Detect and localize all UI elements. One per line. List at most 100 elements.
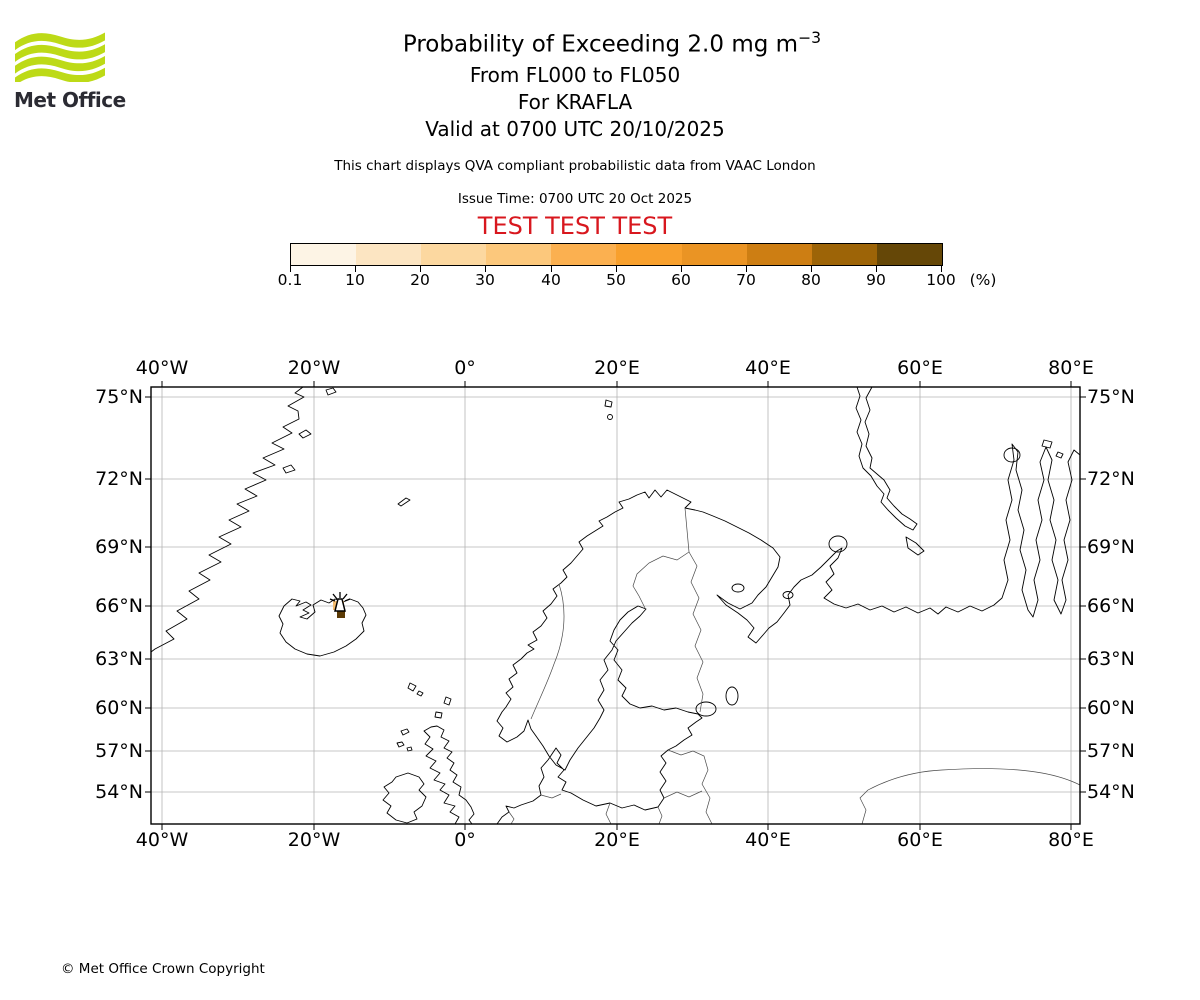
lon-tick-label-bottom: 20°W	[287, 829, 341, 851]
ash-probability-patch-high	[337, 610, 345, 618]
lon-tick-label-bottom: 20°E	[594, 829, 640, 851]
coast-jan-mayen	[397, 497, 411, 507]
test-banner: TEST TEST TEST	[477, 212, 673, 240]
colorbar-segment	[291, 244, 357, 265]
colorbar-segment	[486, 244, 552, 265]
colorbar-tick	[485, 266, 486, 272]
colorbar-tick-label: 60	[671, 271, 691, 289]
colorbar-tick	[941, 266, 942, 272]
lat-tick-label-left: 54°N	[95, 781, 143, 803]
lat-tick-label-left: 60°N	[95, 697, 143, 719]
coast-vaygach	[905, 536, 925, 556]
colorbar-tick-label: 40	[541, 271, 561, 289]
issue-time: Issue Time: 0700 UTC 20 Oct 2025	[457, 191, 693, 207]
coast-ireland	[382, 772, 427, 824]
colorbar-segment	[616, 244, 682, 265]
colorbar-tick-label: 50	[606, 271, 626, 289]
copyright-notice: © Met Office Crown Copyright	[61, 961, 265, 977]
lon-tick-label-top: 20°E	[594, 357, 640, 379]
coast-arctic-islands	[604, 399, 1064, 459]
lat-tick-label-right: 60°N	[1087, 697, 1135, 719]
coast-iceland	[278, 598, 367, 657]
colorbar-tick	[746, 266, 747, 272]
colorbar-tick	[876, 266, 877, 272]
colorbar-tick	[681, 266, 682, 272]
lat-tick-label-right: 75°N	[1087, 386, 1135, 408]
probability-colorbar	[290, 243, 943, 266]
subtitle-flight-levels: From FL000 to FL050	[469, 63, 681, 87]
lon-tick-label-top: 80°E	[1048, 357, 1094, 379]
volcano-cone	[334, 598, 346, 612]
colorbar-tick	[551, 266, 552, 272]
country-borders	[508, 507, 1081, 825]
lon-tick-label-top: 40°W	[135, 357, 189, 379]
lat-tick-label-right: 57°N	[1087, 740, 1135, 762]
coast-novaya-zemlya	[855, 386, 918, 531]
lat-tick-label-left: 63°N	[95, 648, 143, 670]
coastlines	[150, 386, 1081, 825]
lat-tick-label-right: 63°N	[1087, 648, 1135, 670]
lon-tick-label-top: 40°E	[745, 357, 791, 379]
coast-greenland	[150, 386, 305, 653]
colorbar-tick-label: 70	[736, 271, 756, 289]
axis-ticks	[145, 381, 1086, 830]
colorbar-unit-label: (%)	[969, 271, 997, 289]
colorbar-segment	[421, 244, 487, 265]
volcano-rays	[329, 592, 351, 602]
lon-tick-label-top: 20°W	[287, 357, 341, 379]
colorbar-tick	[616, 266, 617, 272]
colorbar-tick-label: 20	[410, 271, 430, 289]
coast-bely-island	[1003, 447, 1021, 463]
lon-tick-label-bottom: 80°E	[1048, 829, 1094, 851]
lon-tick-label-bottom: 0°	[454, 829, 476, 851]
colorbar-tick-label: 10	[345, 271, 365, 289]
title-text: Probability of Exceeding 2.0 mg m	[402, 31, 799, 58]
colorbar-tick	[290, 266, 291, 272]
lon-tick-label-bottom: 40°W	[135, 829, 189, 851]
colorbar-segment	[356, 244, 422, 265]
colorbar-segment	[876, 244, 942, 265]
lat-tick-label-right: 72°N	[1087, 468, 1135, 490]
lat-tick-label-left: 72°N	[95, 468, 143, 490]
coast-faroes	[407, 682, 424, 697]
coast-russian-arctic	[845, 443, 1081, 618]
lon-tick-label-top: 60°E	[897, 357, 943, 379]
lat-tick-label-left: 57°N	[95, 740, 143, 762]
lat-tick-label-right: 69°N	[1087, 536, 1135, 558]
map-gridlines	[151, 387, 1080, 824]
map-canvas	[145, 381, 1086, 830]
colorbar-tick-label: 30	[475, 271, 495, 289]
lon-tick-label-top: 0°	[454, 357, 476, 379]
subtitle-valid-time: Valid at 0700 UTC 20/10/2025	[425, 117, 725, 141]
coast-kolguyev-island	[828, 535, 848, 553]
met-office-logo-text: Met Office	[14, 88, 126, 112]
lake-onega	[725, 686, 739, 706]
lake-ladoga	[695, 701, 717, 717]
met-office-logo	[15, 32, 105, 82]
colorbar-segment	[681, 244, 747, 265]
colorbar-tick	[811, 266, 812, 272]
qva-note: This chart displays QVA compliant probab…	[334, 158, 816, 174]
page-title: Probability of Exceeding 2.0 mg m−3	[12, 28, 1200, 58]
lat-tick-label-left: 66°N	[95, 595, 143, 617]
colorbar-tick	[355, 266, 356, 272]
logo-waves	[15, 32, 105, 82]
lon-tick-label-bottom: 40°E	[745, 829, 791, 851]
title-exponent: −3	[798, 28, 822, 47]
colorbar-tick-label: 90	[866, 271, 886, 289]
colorbar-tick-label: 100	[926, 271, 956, 289]
lake-kola-2	[782, 591, 794, 599]
colorbar-segment	[746, 244, 812, 265]
lat-tick-label-left: 75°N	[95, 386, 143, 408]
colorbar-tick-label: 80	[801, 271, 821, 289]
coast-great-britain	[423, 725, 475, 825]
colorbar-tick	[420, 266, 421, 272]
volcano-marker	[329, 592, 351, 612]
lat-tick-label-left: 69°N	[95, 536, 143, 558]
lake-kola-1	[731, 583, 745, 593]
coast-europe-scandinavia	[496, 489, 847, 825]
colorbar-segment	[551, 244, 617, 265]
coast-bear-island	[607, 414, 613, 420]
coast-greenland-islands	[282, 387, 337, 474]
